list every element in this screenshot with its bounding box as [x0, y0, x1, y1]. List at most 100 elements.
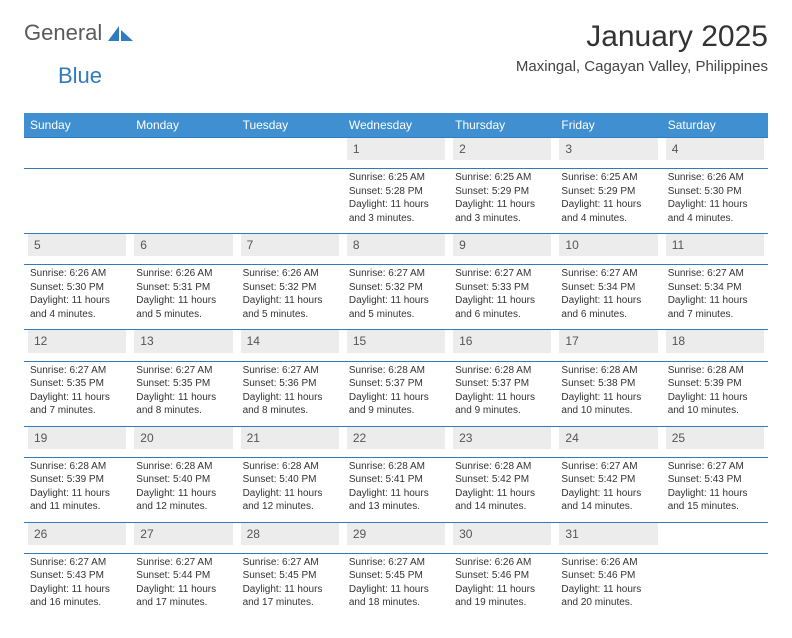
daylight-text: Daylight: 11 hours	[30, 391, 124, 405]
day-cell: Sunrise: 6:27 AMSunset: 5:33 PMDaylight:…	[449, 265, 555, 330]
day-cell: Sunrise: 6:27 AMSunset: 5:43 PMDaylight:…	[24, 553, 130, 618]
sunset-text: Sunset: 5:41 PM	[349, 473, 443, 487]
daylight-text: Daylight: 11 hours	[349, 583, 443, 597]
day-number: 2	[453, 138, 551, 160]
daylight-text: and 16 minutes.	[30, 596, 124, 610]
daylight-text: Daylight: 11 hours	[455, 391, 549, 405]
day-number: 11	[666, 234, 764, 256]
day-number: 29	[347, 523, 445, 545]
daylight-text: and 14 minutes.	[455, 500, 549, 514]
sunset-text: Sunset: 5:36 PM	[243, 377, 337, 391]
daylight-text: and 11 minutes.	[30, 500, 124, 514]
day-number: 30	[453, 523, 551, 545]
sunset-text: Sunset: 5:38 PM	[561, 377, 655, 391]
sunrise-text: Sunrise: 6:28 AM	[243, 460, 337, 474]
daylight-text: Daylight: 11 hours	[349, 391, 443, 405]
daylight-text: and 3 minutes.	[455, 212, 549, 226]
day-number: 27	[134, 523, 232, 545]
sunset-text: Sunset: 5:43 PM	[668, 473, 762, 487]
sunrise-text: Sunrise: 6:26 AM	[136, 267, 230, 281]
day-cell: Sunrise: 6:28 AMSunset: 5:42 PMDaylight:…	[449, 457, 555, 522]
daylight-text: and 20 minutes.	[561, 596, 655, 610]
day-number: 15	[347, 330, 445, 352]
daylight-text: and 17 minutes.	[136, 596, 230, 610]
day-number: 9	[453, 234, 551, 256]
day-number: 8	[347, 234, 445, 256]
sunset-text: Sunset: 5:40 PM	[243, 473, 337, 487]
daylight-text: and 12 minutes.	[136, 500, 230, 514]
sunset-text: Sunset: 5:33 PM	[455, 281, 549, 295]
sunrise-text: Sunrise: 6:28 AM	[349, 460, 443, 474]
day-cell: Sunrise: 6:28 AMSunset: 5:37 PMDaylight:…	[343, 361, 449, 426]
day-cell: Sunrise: 6:25 AMSunset: 5:28 PMDaylight:…	[343, 169, 449, 234]
daylight-text: and 13 minutes.	[349, 500, 443, 514]
daylight-text: and 19 minutes.	[455, 596, 549, 610]
day-number: 23	[453, 427, 551, 449]
day-cell	[130, 169, 236, 234]
daylight-text: Daylight: 11 hours	[561, 583, 655, 597]
sunrise-text: Sunrise: 6:27 AM	[243, 556, 337, 570]
day-cell: Sunrise: 6:27 AMSunset: 5:34 PMDaylight:…	[662, 265, 768, 330]
sunset-text: Sunset: 5:31 PM	[136, 281, 230, 295]
daylight-text: Daylight: 11 hours	[243, 391, 337, 405]
day-number: 1	[347, 138, 445, 160]
day-number: 22	[347, 427, 445, 449]
day-cell: Sunrise: 6:28 AMSunset: 5:38 PMDaylight:…	[555, 361, 661, 426]
day-number: 10	[559, 234, 657, 256]
day-number: 5	[28, 234, 126, 256]
day-cell: Sunrise: 6:25 AMSunset: 5:29 PMDaylight:…	[449, 169, 555, 234]
day-number: 3	[559, 138, 657, 160]
day-number: 31	[559, 523, 657, 545]
day-number: 4	[666, 138, 764, 160]
sunrise-text: Sunrise: 6:28 AM	[349, 364, 443, 378]
day-number: 28	[241, 523, 339, 545]
daylight-text: Daylight: 11 hours	[30, 583, 124, 597]
daylight-text: and 4 minutes.	[561, 212, 655, 226]
daylight-text: and 9 minutes.	[349, 404, 443, 418]
day-cell: Sunrise: 6:27 AMSunset: 5:36 PMDaylight:…	[237, 361, 343, 426]
day-number: 7	[241, 234, 339, 256]
sunset-text: Sunset: 5:32 PM	[349, 281, 443, 295]
sunrise-text: Sunrise: 6:28 AM	[30, 460, 124, 474]
sail-icon	[108, 24, 134, 42]
daylight-text: Daylight: 11 hours	[561, 198, 655, 212]
sunrise-text: Sunrise: 6:26 AM	[668, 171, 762, 185]
day-number: 20	[134, 427, 232, 449]
sunset-text: Sunset: 5:39 PM	[668, 377, 762, 391]
daylight-text: and 8 minutes.	[243, 404, 337, 418]
daylight-text: and 4 minutes.	[668, 212, 762, 226]
day-cell: Sunrise: 6:28 AMSunset: 5:39 PMDaylight:…	[662, 361, 768, 426]
daylight-text: Daylight: 11 hours	[561, 487, 655, 501]
daylight-text: Daylight: 11 hours	[243, 583, 337, 597]
sunset-text: Sunset: 5:44 PM	[136, 569, 230, 583]
sunset-text: Sunset: 5:42 PM	[561, 473, 655, 487]
sunset-text: Sunset: 5:37 PM	[455, 377, 549, 391]
sunset-text: Sunset: 5:29 PM	[455, 185, 549, 199]
day-cell: Sunrise: 6:26 AMSunset: 5:32 PMDaylight:…	[237, 265, 343, 330]
sunset-text: Sunset: 5:30 PM	[668, 185, 762, 199]
sunrise-text: Sunrise: 6:27 AM	[668, 460, 762, 474]
day-cell: Sunrise: 6:26 AMSunset: 5:30 PMDaylight:…	[24, 265, 130, 330]
day-number	[28, 138, 126, 160]
day-cell: Sunrise: 6:27 AMSunset: 5:42 PMDaylight:…	[555, 457, 661, 522]
sunset-text: Sunset: 5:39 PM	[30, 473, 124, 487]
sunset-text: Sunset: 5:46 PM	[561, 569, 655, 583]
sunrise-text: Sunrise: 6:25 AM	[349, 171, 443, 185]
daylight-text: and 5 minutes.	[136, 308, 230, 322]
day-cell	[24, 169, 130, 234]
brand-logo: General	[24, 20, 134, 46]
daylight-text: and 5 minutes.	[243, 308, 337, 322]
weekday-header: Tuesday	[237, 113, 343, 138]
day-number: 19	[28, 427, 126, 449]
day-number: 14	[241, 330, 339, 352]
sunset-text: Sunset: 5:30 PM	[30, 281, 124, 295]
day-number: 16	[453, 330, 551, 352]
daylight-text: Daylight: 11 hours	[668, 294, 762, 308]
daylight-text: and 14 minutes.	[561, 500, 655, 514]
sunrise-text: Sunrise: 6:25 AM	[455, 171, 549, 185]
day-cell: Sunrise: 6:27 AMSunset: 5:32 PMDaylight:…	[343, 265, 449, 330]
sunset-text: Sunset: 5:34 PM	[668, 281, 762, 295]
daylight-text: Daylight: 11 hours	[136, 391, 230, 405]
sunrise-text: Sunrise: 6:26 AM	[455, 556, 549, 570]
weekday-header: Thursday	[449, 113, 555, 138]
